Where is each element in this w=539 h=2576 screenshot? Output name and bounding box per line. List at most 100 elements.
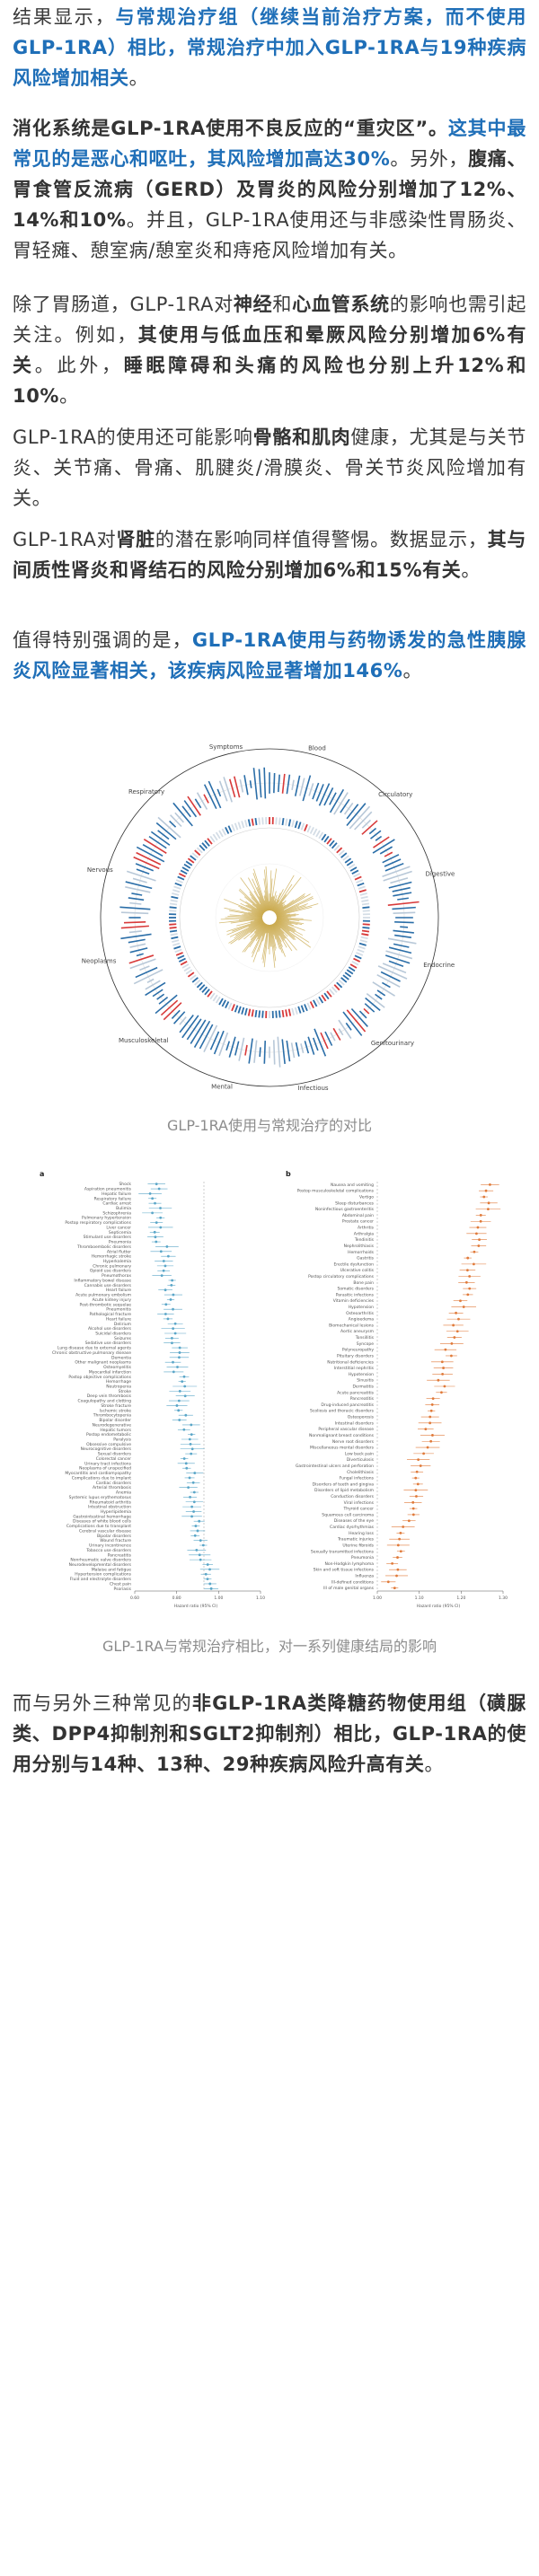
point-estimate xyxy=(189,1442,192,1446)
center-burst-ray xyxy=(265,866,270,911)
ring-bar xyxy=(213,1030,225,1055)
point-estimate xyxy=(429,1415,432,1419)
point-estimate xyxy=(477,1244,481,1247)
ring-bar xyxy=(329,788,345,813)
inner-track-cell xyxy=(221,999,226,1007)
inner-track-cell xyxy=(360,895,368,900)
ring-bar xyxy=(120,925,149,929)
ring-bar xyxy=(125,881,153,890)
inner-track-cell xyxy=(306,825,312,833)
point-estimate xyxy=(153,1230,156,1234)
inner-track-cell xyxy=(362,906,370,910)
point-estimate xyxy=(164,1303,168,1306)
point-estimate xyxy=(468,1287,472,1290)
inner-track-cell xyxy=(261,817,264,825)
ring-bar xyxy=(299,778,305,796)
point-estimate xyxy=(430,1403,434,1406)
center-burst-ray xyxy=(242,914,263,918)
center-burst-ray xyxy=(274,921,296,940)
ring-bar xyxy=(194,798,202,809)
inner-track-cell xyxy=(294,821,298,829)
ring-bar xyxy=(320,1032,329,1050)
center-burst-ray xyxy=(243,923,266,953)
outcome-label: Sedative use disorders xyxy=(85,1341,132,1346)
inner-track-cell xyxy=(172,942,181,946)
point-estimate xyxy=(386,1580,390,1584)
inner-track-cell xyxy=(297,822,302,830)
center-burst-ray xyxy=(273,923,286,939)
center-burst-ray xyxy=(263,869,270,911)
center-burst-ray xyxy=(274,922,295,940)
point-estimate xyxy=(429,1421,432,1425)
center-burst-ray xyxy=(276,919,298,926)
ring-bar xyxy=(400,926,409,928)
center-burst-ray xyxy=(270,891,277,911)
point-estimate xyxy=(155,1221,158,1224)
inner-track-cell xyxy=(353,957,361,963)
point-estimate xyxy=(415,1470,419,1473)
outcome-label: Bipolar disorders xyxy=(97,1534,132,1539)
ring-bar xyxy=(314,1028,327,1057)
outcome-label: Chronic obstructive pulmonary disease xyxy=(52,1350,131,1356)
point-estimate xyxy=(148,1192,152,1195)
outcome-label: Miscellaneous mental disorders xyxy=(310,1446,375,1451)
outcome-label: Paralysis xyxy=(113,1437,131,1443)
ring-bar xyxy=(129,947,148,954)
ring-bar xyxy=(181,805,191,818)
panel-a-label: a xyxy=(40,1170,44,1178)
inner-track-cell xyxy=(207,990,213,998)
outcome-label: Parasitic infections xyxy=(336,1292,375,1297)
inner-track-cell xyxy=(171,895,179,900)
outcome-label: Pneumonitis xyxy=(106,1307,131,1313)
point-estimate xyxy=(455,1311,458,1314)
point-estimate xyxy=(429,1409,433,1412)
point-estimate xyxy=(414,1489,418,1492)
inner-track-cell xyxy=(201,986,208,993)
point-estimate xyxy=(194,1525,198,1527)
inner-track-cell xyxy=(187,857,195,864)
center-burst-ray xyxy=(276,919,305,931)
ring-bar xyxy=(381,981,391,989)
inner-track-cell xyxy=(313,999,318,1007)
inner-track-cell xyxy=(251,818,254,826)
ring-bar xyxy=(263,1041,267,1064)
point-estimate xyxy=(462,1306,465,1308)
inner-track-cell xyxy=(356,879,364,884)
inner-track-cell xyxy=(318,996,324,1004)
center-burst-ray xyxy=(252,924,267,954)
point-estimate xyxy=(411,1507,415,1510)
outcome-label: Liver cancer xyxy=(106,1225,131,1230)
outcome-label: Dermatitis xyxy=(352,1385,374,1390)
point-estimate xyxy=(178,1346,181,1350)
ring-bar xyxy=(387,901,420,906)
center-burst-ray xyxy=(275,895,305,915)
x-tick-label: 1.20 xyxy=(456,1596,465,1601)
center-burst-ray xyxy=(275,920,296,933)
ring-bar xyxy=(252,768,258,800)
point-estimate xyxy=(182,1375,186,1378)
ring-bar xyxy=(346,804,359,820)
inner-track-cell xyxy=(354,954,362,960)
ring-bar xyxy=(312,1037,319,1051)
center-burst-ray xyxy=(235,920,264,936)
inner-track-cell xyxy=(204,840,210,847)
outcome-label: Dementia xyxy=(111,1355,131,1360)
point-estimate xyxy=(393,1587,396,1589)
point-estimate xyxy=(399,1550,402,1553)
inner-track-cell xyxy=(209,835,216,843)
outcome-label: Ischemic stroke xyxy=(100,1408,131,1413)
ring-bar xyxy=(216,788,222,797)
inner-track-cell xyxy=(221,828,226,836)
outcome-label: Cerebral vascular disease xyxy=(79,1528,131,1534)
inner-track-cell xyxy=(357,948,365,954)
inner-track-cell xyxy=(278,817,281,825)
outcome-label: Nephrolithiasis xyxy=(344,1244,375,1249)
outcome-label: Vertigo xyxy=(359,1195,374,1200)
point-estimate xyxy=(466,1269,469,1272)
center-burst-ray xyxy=(276,897,314,916)
ring-bar xyxy=(323,787,334,806)
center-burst-ray xyxy=(276,918,300,921)
point-estimate xyxy=(441,1372,445,1376)
center-burst-ray xyxy=(270,924,276,951)
outcome-label: Abdominal pain xyxy=(342,1213,374,1218)
